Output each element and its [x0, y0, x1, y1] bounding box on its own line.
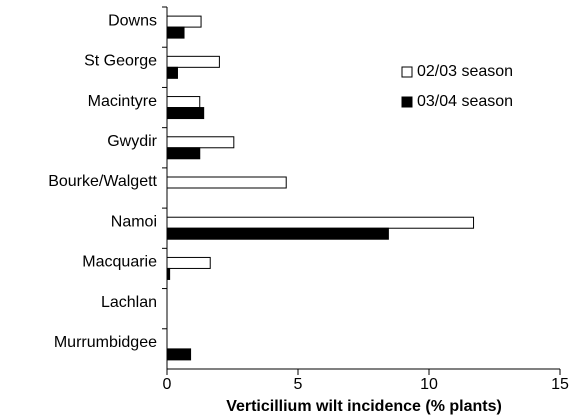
y-tick-label: Namoi	[111, 213, 157, 230]
x-tick-label: 10	[420, 376, 438, 393]
legend-swatch	[401, 96, 413, 108]
bar	[166, 256, 211, 269]
x-tick-label: 0	[163, 376, 172, 393]
y-tick-label: Lachlan	[101, 294, 157, 311]
legend-label: 03/04 season	[417, 93, 513, 110]
bar	[166, 216, 475, 229]
bar	[166, 55, 220, 68]
y-tick-label: Gwydir	[107, 133, 157, 150]
y-tick-label: St George	[84, 53, 157, 70]
legend-swatch	[401, 66, 413, 78]
x-tick-label: 15	[551, 376, 569, 393]
y-tick-label: Murrumbidgee	[54, 334, 157, 351]
bar	[166, 66, 178, 79]
y-tick-label: Macintyre	[88, 93, 157, 110]
bar	[166, 147, 201, 160]
bar	[166, 136, 235, 149]
bar	[166, 15, 202, 28]
bar	[166, 227, 389, 240]
bar	[166, 107, 205, 120]
bar	[166, 96, 201, 109]
bar	[166, 348, 192, 361]
bar	[166, 26, 185, 39]
x-axis-label: Verticillium wilt incidence (% plants)	[226, 398, 502, 415]
x-tick-label: 5	[294, 376, 303, 393]
y-tick-label: Macquarie	[82, 254, 157, 271]
y-tick-label: Bourke/Walgett	[48, 173, 157, 190]
legend-label: 02/03 season	[417, 63, 513, 80]
y-tick-label: Downs	[108, 12, 157, 29]
bar	[166, 176, 287, 189]
